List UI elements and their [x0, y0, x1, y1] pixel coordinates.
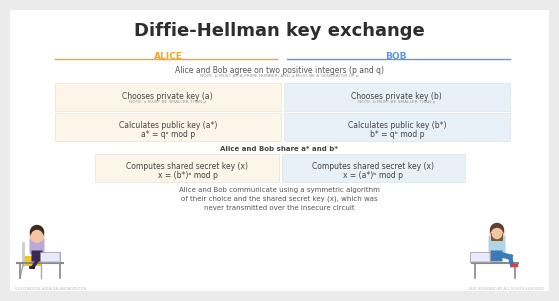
Text: Computes shared secret key (x): Computes shared secret key (x) [126, 162, 249, 171]
Text: Calculates public key (b*): Calculates public key (b*) [348, 121, 446, 130]
FancyBboxPatch shape [489, 235, 505, 255]
Text: LAST REVIEWED BY ALL RIGHTS RESERVED: LAST REVIEWED BY ALL RIGHTS RESERVED [468, 287, 544, 291]
Text: a* = qᵃ mod p: a* = qᵃ mod p [141, 130, 195, 139]
Text: b* = qᵇ mod p: b* = qᵇ mod p [369, 130, 424, 139]
FancyBboxPatch shape [471, 253, 489, 261]
Text: Alice and Bob agree on two positive integers (p and q): Alice and Bob agree on two positive inte… [175, 66, 384, 75]
FancyBboxPatch shape [490, 250, 503, 262]
Text: ILLUSTRATION: ANNA KALANDADZE/TDN: ILLUSTRATION: ANNA KALANDADZE/TDN [15, 287, 86, 291]
FancyBboxPatch shape [470, 252, 490, 262]
Text: Alice and Bob communicate using a symmetric algorithm
of their choice and the sh: Alice and Bob communicate using a symmet… [179, 187, 380, 210]
Bar [95, 154, 278, 182]
Text: Chooses private key (a): Chooses private key (a) [122, 92, 213, 101]
Circle shape [491, 228, 503, 240]
Text: Calculates public key (a*): Calculates public key (a*) [119, 121, 217, 130]
Circle shape [31, 225, 44, 238]
FancyBboxPatch shape [41, 253, 59, 261]
Bar [55, 113, 281, 141]
Text: Diffie-Hellman key exchange: Diffie-Hellman key exchange [134, 22, 425, 40]
Text: Chooses private key (b): Chooses private key (b) [352, 92, 442, 101]
FancyBboxPatch shape [491, 233, 503, 241]
Text: Computes shared secret key (x): Computes shared secret key (x) [312, 162, 434, 171]
Text: NOTE: b MUST BE SMALLER THAN p: NOTE: b MUST BE SMALLER THAN p [358, 100, 435, 104]
Circle shape [30, 228, 44, 242]
Circle shape [492, 229, 501, 238]
Text: NOTE: p MUST BE A PRIME NUMBER, AND q MUST BE A GENERATOR OF p: NOTE: p MUST BE A PRIME NUMBER, AND q MU… [200, 74, 359, 78]
Text: BOB: BOB [385, 52, 407, 61]
Text: ALICE: ALICE [154, 52, 183, 61]
Circle shape [490, 226, 504, 240]
Text: NOTE: a MUST BE SMALLER THAN p: NOTE: a MUST BE SMALLER THAN p [129, 100, 206, 104]
Bar [55, 83, 281, 111]
Circle shape [490, 224, 504, 237]
FancyBboxPatch shape [31, 250, 42, 262]
FancyBboxPatch shape [40, 252, 60, 262]
FancyBboxPatch shape [30, 237, 45, 255]
Text: x = (b*)ᵃ mod p: x = (b*)ᵃ mod p [158, 171, 217, 180]
Bar [283, 113, 510, 141]
Bar [282, 154, 465, 182]
Text: Alice and Bob share a* and b*: Alice and Bob share a* and b* [220, 146, 339, 152]
FancyBboxPatch shape [22, 256, 42, 266]
Bar [283, 83, 510, 111]
Circle shape [31, 231, 42, 241]
Text: x = (a*)ᵇ mod p: x = (a*)ᵇ mod p [343, 171, 403, 180]
